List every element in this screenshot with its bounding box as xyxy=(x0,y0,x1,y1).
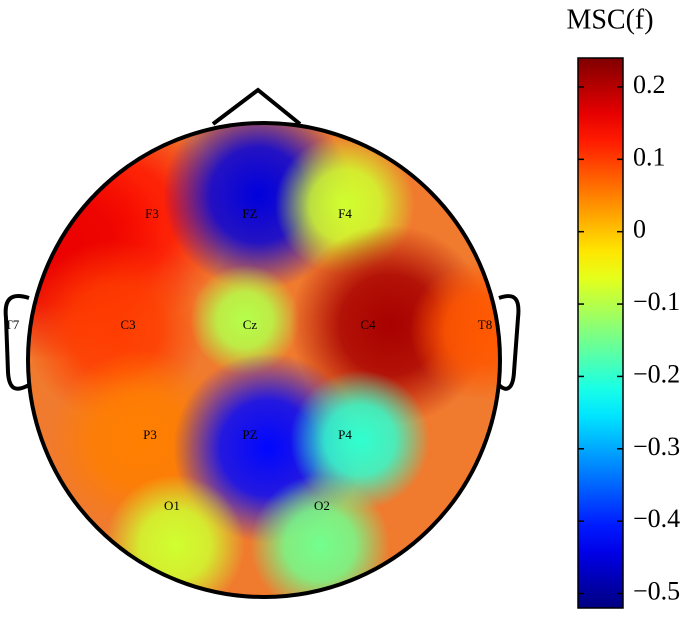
electrode-value xyxy=(410,260,500,400)
electrode-label: F3 xyxy=(145,206,159,221)
colorbar-tick-label: −0.4 xyxy=(633,504,680,533)
colorbar-tick-label: −0.5 xyxy=(633,576,680,605)
colorbar-tick-label: 0.2 xyxy=(633,70,666,99)
colorbar-tick-label: −0.2 xyxy=(633,359,680,388)
electrode-label: P3 xyxy=(143,427,157,442)
colorbar-tick-label: −0.3 xyxy=(633,432,680,461)
colorbar-tick-label: 0 xyxy=(633,215,646,244)
electrode-label: T7 xyxy=(5,317,20,332)
right-ear xyxy=(497,294,521,391)
electrode-label: Cz xyxy=(243,317,258,332)
colorbar-title: MSC(f) xyxy=(566,4,653,35)
electrode-value xyxy=(290,370,430,510)
colorbar-tick-label: 0.1 xyxy=(633,142,666,171)
electrode-label: T8 xyxy=(478,317,492,332)
left-ear xyxy=(3,294,30,391)
electrode-label: O1 xyxy=(164,498,180,513)
electrode-label: C4 xyxy=(360,317,376,332)
field xyxy=(28,123,500,597)
electrode-label: O2 xyxy=(314,498,330,513)
electrode-label: F4 xyxy=(338,206,352,221)
electrode-value xyxy=(250,475,390,597)
colorbar-tick-label: −0.1 xyxy=(633,287,680,316)
electrode-label: C3 xyxy=(120,317,135,332)
head-outline xyxy=(26,121,502,599)
electrode-label: PZ xyxy=(242,427,257,442)
colorbar xyxy=(577,57,624,609)
electrode-labels: F3 FZ F4 T7 C3 Cz C4 T8 P3 PZ P4 O1 O2 xyxy=(5,206,492,513)
electrode-label: FZ xyxy=(242,206,257,221)
nose xyxy=(211,87,302,126)
electrode-value xyxy=(190,265,300,375)
electrode-label: P4 xyxy=(338,427,352,442)
